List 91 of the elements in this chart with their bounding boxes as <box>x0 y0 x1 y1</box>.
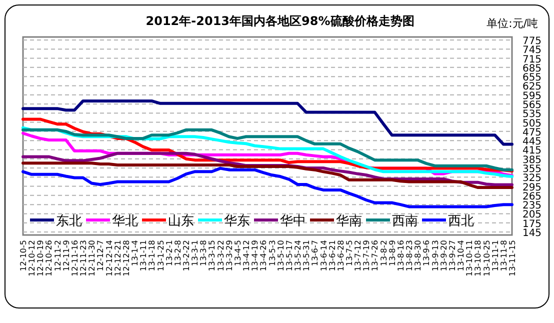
x-tick-label: 13-8-2 <box>379 240 388 266</box>
x-tick-label: 13-4-5 <box>233 240 242 266</box>
x-tick-label: 13-4-19 <box>250 240 260 272</box>
x-tick-label: 13-8-23 <box>405 240 414 272</box>
line-series <box>22 166 514 208</box>
y-tick-label: 385 <box>522 154 542 166</box>
x-tick-label: 13-9-20 <box>439 240 448 272</box>
x-tick-label: 13-1-11 <box>139 240 148 272</box>
x-tick-label: 13-11-1 <box>490 240 500 272</box>
y-tick-label: 745 <box>522 45 542 56</box>
x-tick-label: 13-5-17 <box>284 240 294 272</box>
y-tick-label: 775 <box>522 36 542 47</box>
x-tick-label: 13-2-8 <box>173 240 182 266</box>
x-tick-label: 13-4-12 <box>242 240 252 272</box>
x-tick-label: 13-2-22 <box>182 240 191 272</box>
x-tick-label: 12-10-5 <box>19 240 28 272</box>
x-tick-label: 13-9-27 <box>448 240 457 272</box>
x-tick-label: 13-6-21 <box>328 240 337 272</box>
x-tick-label: 13-9-13 <box>430 240 440 272</box>
legend-label: 华东 <box>224 214 250 229</box>
x-tick-label: 13-10-4 <box>456 240 466 272</box>
y-tick-label: 265 <box>522 191 542 202</box>
y-tick-label: 415 <box>522 146 542 157</box>
y-tick-label: 565 <box>522 100 542 111</box>
x-tick-label: 13-3-29 <box>224 240 234 272</box>
line-series <box>22 128 514 172</box>
x-tick-label: 13-3-1 <box>190 240 200 266</box>
x-tick-label: 13-11-8 <box>499 240 508 272</box>
y-tick-label: 505 <box>522 118 542 130</box>
x-tick-label: 13-7-19 <box>362 240 372 272</box>
x-tick-label: 12-11-30 <box>88 240 97 276</box>
x-tick-label: 13-10-25 <box>482 240 492 276</box>
y-tick-label: 475 <box>522 127 542 138</box>
x-tick-label: 13-11-15 <box>508 240 517 276</box>
x-tick-label: 13-10-18 <box>474 240 483 276</box>
legend-label: 西南 <box>392 214 418 229</box>
x-tick-label: 13-6-14 <box>319 240 328 272</box>
y-tick-label: 145 <box>522 228 542 239</box>
y-tick-label: 175 <box>522 218 542 230</box>
x-tick-label: 13-2-1 <box>164 240 174 266</box>
legend-label: 西北 <box>448 214 474 229</box>
x-tick-label: 13-1-25 <box>156 240 166 272</box>
x-tick-label: 12-12-28 <box>122 240 131 276</box>
y-tick-label: 625 <box>522 82 542 93</box>
y-tick-label: 205 <box>522 210 542 221</box>
x-tick-label: 12-11-16 <box>70 240 80 276</box>
x-tick-label: 12-12-21 <box>113 240 122 276</box>
y-tick-label: 325 <box>522 173 542 184</box>
chart-title: 2012年-2013年国内各地区98%硫酸价格走势图 <box>146 14 414 28</box>
legend-label: 东北 <box>56 214 82 229</box>
x-tick-label: 13-1-4 <box>130 240 140 266</box>
y-axis-title: 单位:元/吨 <box>486 17 538 30</box>
legend-label: 华南 <box>336 214 362 229</box>
legend-label: 华中 <box>280 214 306 229</box>
x-tick-label: 13-3-8 <box>199 240 208 266</box>
y-tick-label: 595 <box>522 90 542 102</box>
x-tick-label: 13-7-26 <box>370 240 380 272</box>
x-tick-label: 12-11-23 <box>79 240 88 276</box>
x-tick-label: 13-8-16 <box>396 240 406 272</box>
x-tick-label: 13-6-7 <box>310 240 320 266</box>
x-tick-label: 12-11-9 <box>62 240 71 272</box>
x-tick-label: 12-10-26 <box>44 240 54 276</box>
y-tick-label: 295 <box>522 182 542 194</box>
x-tick-label: 12-12-7 <box>96 240 106 272</box>
x-tick-label: 13-5-31 <box>302 240 312 272</box>
x-tick-label: 13-8-30 <box>414 240 423 272</box>
x-tick-label: 13-7-5 <box>345 240 354 266</box>
line-series <box>22 99 514 146</box>
x-tick-label: 12-10-12 <box>28 240 37 276</box>
x-tick-label: 12-10-19 <box>36 240 46 276</box>
y-tick-label: 355 <box>522 164 542 175</box>
y-tick-label: 715 <box>522 54 542 66</box>
x-tick-label: 13-9-6 <box>422 240 432 266</box>
x-tick-label: 13-7-12 <box>354 240 363 272</box>
x-tick-label: 13-1-18 <box>148 240 157 272</box>
x-tick-label: 13-3-15 <box>208 240 217 272</box>
x-tick-label: 12-12-14 <box>104 240 114 276</box>
x-tick-label: 13-5-24 <box>294 240 303 272</box>
y-tick-label: 685 <box>522 63 542 74</box>
x-tick-label: 13-3-22 <box>216 240 226 272</box>
legend-label: 华北 <box>112 214 138 229</box>
x-tick-label: 13-10-11 <box>465 240 474 276</box>
y-tick-label: 535 <box>522 109 542 120</box>
x-tick-label: 13-6-28 <box>336 240 346 272</box>
x-tick-label: 12-11-2 <box>53 240 62 272</box>
x-tick-label: 13-4-26 <box>259 240 268 272</box>
x-tick-label: 13-8-9 <box>388 240 397 266</box>
x-tick-label: 13-5-10 <box>276 240 286 272</box>
x-tick-label: 13-5-3 <box>268 240 277 266</box>
line-series <box>22 162 514 190</box>
legend-label: 山东 <box>168 214 194 229</box>
